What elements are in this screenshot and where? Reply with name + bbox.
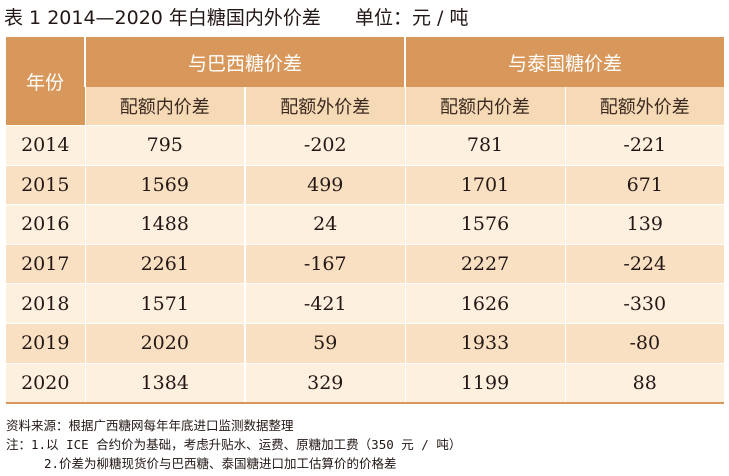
value-cell: 499 <box>243 164 406 205</box>
year-cell: 2020 <box>6 362 85 405</box>
value-cell: -167 <box>243 243 406 284</box>
year-cell: 2018 <box>6 283 85 324</box>
value-cell: 1488 <box>84 204 245 245</box>
table-row: 2016 1488 24 1576 139 <box>6 204 725 245</box>
table-row: 2019 2020 59 1933 -80 <box>6 322 725 364</box>
price-gap-table: 年份 与巴西糖价差 与泰国糖价差 配额内价差 配额外价差 配额内价差 配额外价差… <box>6 37 725 405</box>
table-label: 表 1 <box>4 7 42 29</box>
note-1: 注：1.以 ICE 合约价为基础，考虑升贴水、运费、原糖加工费（350 元 / … <box>6 437 462 452</box>
value-cell: -202 <box>243 125 406 166</box>
group-header-thailand: 与泰国糖价差 <box>404 37 725 87</box>
value-cell: 1569 <box>84 164 245 205</box>
value-cell: 2261 <box>84 243 245 284</box>
value-cell: 59 <box>243 322 406 364</box>
value-cell: 781 <box>404 125 566 166</box>
year-cell: 2015 <box>6 164 85 205</box>
value-cell: -421 <box>243 283 406 324</box>
table-row: 2014 795 -202 781 -221 <box>6 125 725 166</box>
group-header-brazil: 与巴西糖价差 <box>83 37 406 87</box>
value-cell: 2227 <box>404 243 566 284</box>
value-cell: -224 <box>564 243 725 284</box>
year-cell: 2016 <box>6 204 85 245</box>
sub-header-row: 配额内价差 配额外价差 配额内价差 配额外价差 <box>6 87 725 126</box>
table-row: 2017 2261 -167 2227 -224 <box>6 243 725 284</box>
sub-header: 配额外价差 <box>243 87 406 126</box>
table-row: 2018 1571 -421 1626 -330 <box>6 283 725 324</box>
year-cell: 2017 <box>6 243 85 284</box>
table-row: 2020 1384 329 1199 88 <box>6 362 725 405</box>
value-cell: 1701 <box>404 164 566 205</box>
value-cell: -80 <box>564 322 725 364</box>
table-row: 2015 1569 499 1701 671 <box>6 164 725 205</box>
value-cell: 1571 <box>84 283 245 324</box>
value-cell: 329 <box>243 362 406 405</box>
value-cell: 2020 <box>84 322 245 364</box>
value-cell: 795 <box>84 125 245 166</box>
value-cell: -221 <box>564 125 725 166</box>
value-cell: 1933 <box>404 322 566 364</box>
value-cell: 1576 <box>404 204 566 245</box>
year-header: 年份 <box>6 37 85 126</box>
table-title: 表 1 2014—2020 年白糖国内外价差 单位：元 / 吨 <box>4 4 468 32</box>
sub-header: 配额外价差 <box>564 87 725 126</box>
value-cell: -330 <box>564 283 725 324</box>
value-cell: 1626 <box>404 283 566 324</box>
year-cell: 2019 <box>6 322 85 364</box>
year-cell: 2014 <box>6 125 85 166</box>
value-cell: 671 <box>564 164 725 205</box>
value-cell: 139 <box>564 204 725 245</box>
source-note: 资料来源：根据广西糖网每年年底进口监测数据整理 <box>6 418 294 433</box>
sub-header: 配额内价差 <box>84 87 245 126</box>
value-cell: 24 <box>243 204 406 245</box>
table-unit: 单位：元 / 吨 <box>354 7 469 29</box>
table-notes: 资料来源：根据广西糖网每年年底进口监测数据整理 注：1.以 ICE 合约价为基础… <box>6 416 461 473</box>
value-cell: 88 <box>564 362 725 405</box>
table-main-title: 2014—2020 年白糖国内外价差 <box>47 7 321 29</box>
group-header-row: 年份 与巴西糖价差 与泰国糖价差 <box>6 37 725 126</box>
value-cell: 1384 <box>84 362 245 405</box>
note-2: 2.价差为柳糖现货价与巴西糖、泰国糖进口加工估算价的价格差 <box>44 456 397 471</box>
sub-header: 配额内价差 <box>404 87 566 126</box>
value-cell: 1199 <box>404 362 566 405</box>
